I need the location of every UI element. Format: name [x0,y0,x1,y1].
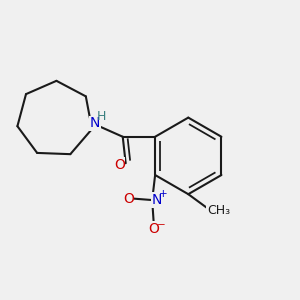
Text: CH₃: CH₃ [207,204,230,217]
Text: O: O [148,222,159,236]
Text: O: O [123,192,134,206]
Text: O: O [114,158,124,172]
Text: −: − [157,220,165,230]
Text: H: H [97,110,106,123]
Text: N: N [152,193,162,207]
Text: N: N [90,116,100,130]
Text: +: + [159,189,168,199]
